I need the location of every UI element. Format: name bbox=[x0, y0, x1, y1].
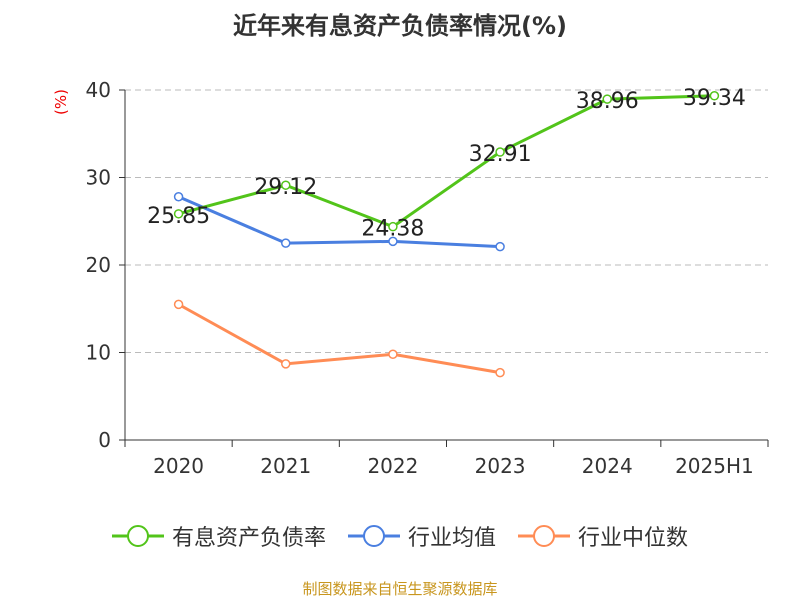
data-point bbox=[388, 349, 398, 359]
legend-label: 行业中位数 bbox=[578, 526, 689, 551]
legend-marker-icon bbox=[111, 525, 164, 547]
data-point bbox=[173, 209, 184, 219]
x-tick-label: 2024 bbox=[582, 454, 633, 478]
x-tick-label: 2021 bbox=[260, 454, 311, 478]
y-tick-label: 30 bbox=[86, 166, 111, 190]
data-label: 38.96 bbox=[576, 89, 639, 114]
y-tick-label: 20 bbox=[86, 253, 111, 277]
data-point bbox=[495, 367, 505, 378]
data-label: 32.91 bbox=[469, 142, 532, 167]
source-note: 制图数据来自恒生聚源数据库 bbox=[302, 580, 498, 598]
data-point bbox=[495, 241, 505, 252]
legend-marker-icon bbox=[347, 525, 400, 547]
data-point bbox=[602, 94, 612, 104]
data-point bbox=[281, 180, 291, 190]
legend-label: 有息资产负债率 bbox=[171, 526, 326, 551]
data-point bbox=[495, 147, 505, 157]
legend-item[interactable]: 行业均值 bbox=[347, 520, 496, 552]
data-label: 24.38 bbox=[361, 217, 424, 242]
data-label: 39.34 bbox=[683, 86, 746, 111]
legend-item[interactable]: 行业中位数 bbox=[518, 520, 688, 552]
legend-label: 行业均值 bbox=[407, 526, 496, 551]
data-label: 25.85 bbox=[147, 204, 210, 229]
series-line bbox=[177, 303, 501, 375]
data-point bbox=[709, 91, 720, 101]
x-tick-label: 2022 bbox=[367, 454, 418, 478]
x-tick-label: 2023 bbox=[475, 454, 526, 478]
data-point bbox=[388, 221, 398, 232]
data-point bbox=[281, 238, 291, 248]
y-tick-label: 0 bbox=[98, 428, 111, 452]
y-tick-label: 40 bbox=[86, 78, 111, 102]
data-point bbox=[388, 236, 398, 247]
chart-title: 近年来有息资产负债率情况(%) bbox=[233, 12, 567, 40]
series-line bbox=[178, 94, 715, 229]
legend: 有息资产负债率 行业均值 行业中位数 bbox=[0, 520, 800, 552]
series-line bbox=[177, 195, 501, 249]
data-label: 29.12 bbox=[254, 175, 317, 200]
legend-item[interactable]: 有息资产负债率 bbox=[111, 520, 326, 552]
data-point bbox=[281, 359, 291, 369]
y-tick-label: 10 bbox=[86, 341, 111, 365]
x-tick-label: 2020 bbox=[153, 454, 204, 478]
x-tick-label: 2025H1 bbox=[675, 454, 754, 478]
data-point bbox=[173, 299, 184, 310]
data-point bbox=[173, 192, 184, 202]
legend-marker-icon bbox=[518, 525, 570, 547]
